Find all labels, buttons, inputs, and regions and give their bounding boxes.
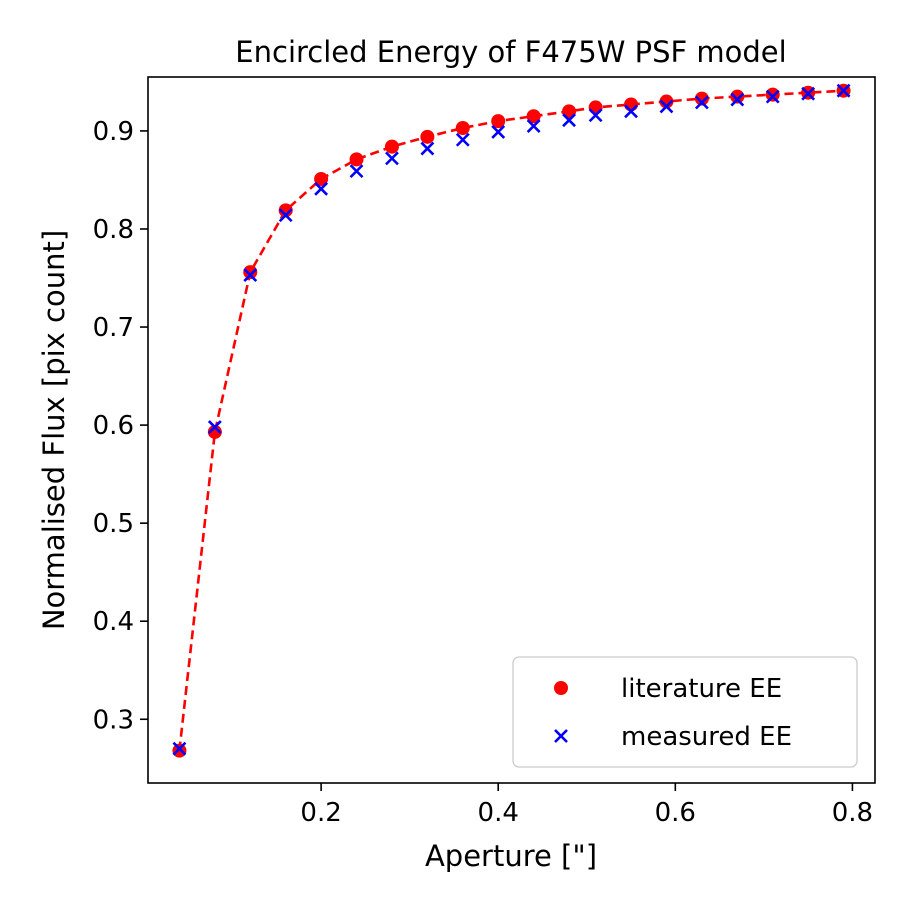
measured-ee-point (730, 92, 745, 107)
y-tick-label: 0.4 (93, 607, 134, 637)
axes-frame (147, 76, 876, 784)
legend-measured-label: measured EE (621, 722, 792, 752)
literature-ee-point (278, 203, 293, 218)
literature-ee-point (455, 120, 470, 135)
measured-ee-point (588, 108, 603, 123)
x-tick-label: 0.4 (478, 798, 519, 828)
literature-ee-point (765, 87, 780, 102)
literature-ee-point (588, 100, 603, 115)
measured-ee-point (278, 208, 293, 223)
literature-ee-point (491, 114, 506, 129)
legend-box (512, 656, 858, 768)
measured-ee-point (349, 164, 364, 179)
measured-ee-point (526, 119, 541, 133)
measured-ee-point (455, 132, 470, 147)
legend-measured-marker (554, 729, 568, 743)
x-tick-label: 0.8 (832, 798, 873, 828)
chart-title: Encircled Energy of F475W PSF model (235, 35, 786, 69)
measured-ee-point (801, 86, 816, 101)
literature-ee-point (172, 743, 187, 758)
x-ticks: 0.2 0.4 0.6 0.8 (300, 783, 873, 828)
literature-ee-point (420, 129, 435, 144)
plot-area (147, 76, 876, 784)
literature-ee-point (349, 152, 364, 167)
literature-ee-point (526, 109, 541, 124)
x-tick-label: 0.6 (655, 798, 696, 828)
measured-ee-point (172, 741, 187, 756)
measured-ee-point (314, 181, 329, 196)
measured-ee-point (836, 83, 851, 98)
literature-ee-point (659, 94, 674, 109)
measured-ee-point (243, 268, 258, 282)
measured-ee-point (659, 99, 674, 114)
legend-literature-label: literature EE (621, 674, 782, 704)
measured-ee-point (694, 95, 709, 110)
measured-ee-point (207, 420, 222, 434)
measured-ee-point (765, 89, 780, 104)
literature-ee-point (384, 139, 399, 154)
measured-ee-point (385, 151, 399, 166)
legend: literature EE measured EE (512, 656, 858, 768)
legend-literature-marker (554, 681, 568, 695)
y-tick-label: 0.3 (93, 705, 134, 735)
y-tick-label: 0.7 (93, 313, 134, 343)
y-tick-label: 0.5 (93, 509, 134, 539)
y-tick-label: 0.9 (93, 117, 134, 147)
literature-ee-point (314, 171, 329, 186)
y-ticks: 0.3 0.4 0.5 0.6 0.7 0.8 0.9 (93, 117, 148, 735)
x-tick-label: 0.2 (300, 798, 341, 828)
measured-ee-point (420, 141, 435, 156)
measured-ee-point (624, 104, 638, 119)
y-axis-label: Normalised Flux [pix count] (37, 230, 71, 630)
literature-ee-point (207, 424, 222, 439)
measured-ee-point (562, 113, 576, 128)
y-tick-label: 0.8 (93, 215, 134, 245)
literature-ee-point (694, 91, 709, 106)
x-axis-label: Aperture ["] (425, 839, 597, 873)
literature-ee-point (624, 97, 639, 112)
literature-ee-line (178, 89, 844, 751)
literature-ee-point (243, 265, 258, 280)
measured-ee-point (491, 124, 506, 139)
literature-ee-point (730, 89, 745, 104)
y-tick-label: 0.6 (93, 411, 134, 441)
